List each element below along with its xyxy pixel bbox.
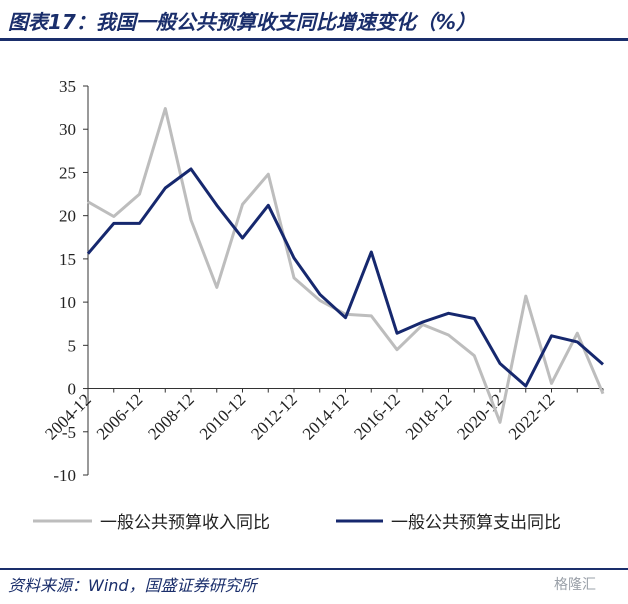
x-tick-label: 2006-12: [93, 390, 147, 444]
x-tick-label: 2016-12: [350, 390, 404, 444]
chart-title: 图表17：我国一般公共预算收支同比增速变化（%）: [8, 10, 476, 34]
y-tick-label: 35: [59, 77, 76, 96]
expenditure-growth-line: [86, 167, 604, 388]
y-tick-label: -10: [53, 466, 76, 485]
y-tick-label: 20: [59, 207, 76, 226]
x-tick-label: 2014-12: [299, 390, 353, 444]
legend-label-expenditure: 一般公共预算支出同比: [391, 513, 561, 533]
x-tick-label: 2008-12: [144, 390, 198, 444]
y-tick-label: 15: [59, 250, 76, 269]
x-tick-label: 2012-12: [247, 390, 301, 444]
x-tick-label: 2010-12: [196, 390, 250, 444]
source-note: 资料来源：Wind，国盛证券研究所: [8, 576, 257, 595]
footer-divider: [0, 568, 628, 570]
watermark-logo: 格隆汇: [554, 577, 596, 593]
y-tick-label: 10: [59, 293, 76, 312]
title-divider: [0, 38, 628, 41]
revenue-growth-line: [87, 107, 605, 424]
legend-label-revenue: 一般公共预算收入同比: [100, 513, 270, 533]
y-tick-label: 0: [68, 380, 77, 399]
y-tick-label: 5: [68, 336, 77, 355]
line-chart: -10-5051015202530352004-122006-122008-12…: [33, 77, 605, 533]
x-tick-label: 2018-12: [402, 390, 456, 444]
x-tick-label: 2022-12: [505, 390, 559, 444]
y-tick-label: 30: [59, 120, 76, 139]
y-tick-label: 25: [59, 163, 76, 182]
y-tick-label: -5: [62, 423, 76, 442]
